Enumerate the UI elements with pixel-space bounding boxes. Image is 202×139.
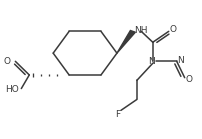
Text: O: O — [4, 57, 11, 66]
Text: F: F — [115, 110, 121, 119]
Text: N: N — [177, 56, 184, 65]
Text: N: N — [148, 57, 155, 66]
Polygon shape — [117, 30, 135, 53]
Text: HO: HO — [5, 85, 19, 94]
Text: O: O — [169, 25, 176, 34]
Text: NH: NH — [134, 26, 147, 35]
Text: O: O — [185, 75, 192, 84]
